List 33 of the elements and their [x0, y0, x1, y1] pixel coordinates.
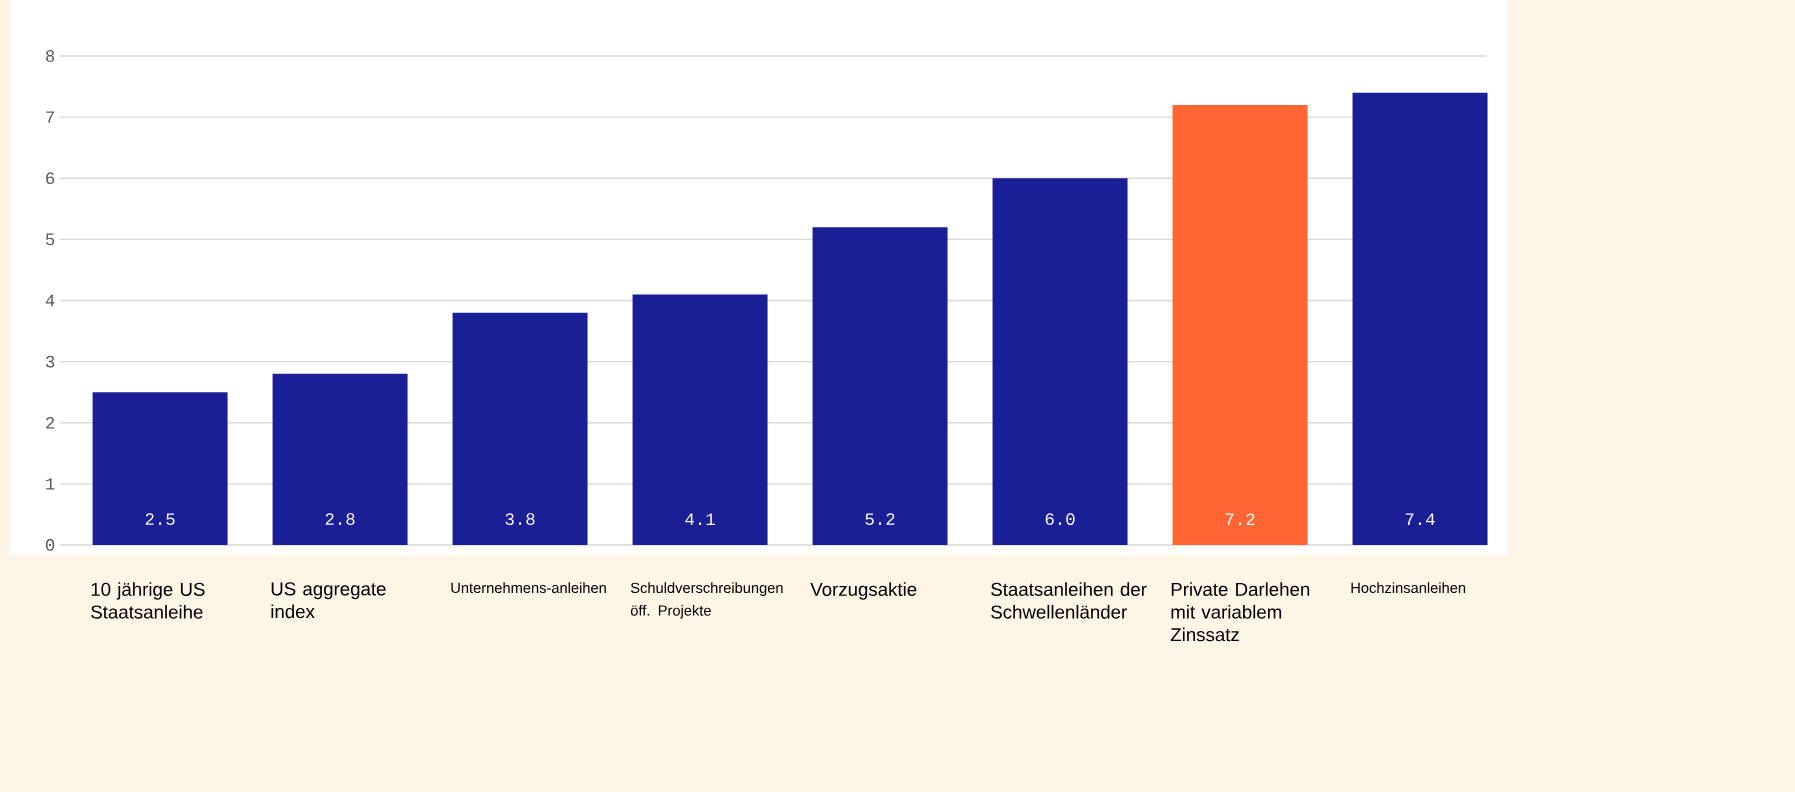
x-tick-label: 10 jährige US Staatsanleihe	[91, 582, 205, 619]
data-label: 2.8	[325, 513, 355, 525]
y-tick-label: 6	[46, 172, 55, 185]
data-label: 5.2	[865, 513, 895, 525]
x-tick-label: Staatsanleihen der Schwellenländer	[991, 582, 1147, 619]
bar	[992, 178, 1128, 545]
x-tick-label: Unternehmens-anleihen	[451, 582, 606, 594]
bar	[812, 227, 948, 545]
y-tick-label: 7	[46, 111, 54, 123]
data-label: 7.2	[1225, 513, 1255, 525]
y-tick-label: 8	[46, 50, 55, 62]
x-tick-label: Schuldverschreibungen öff. Projekte	[630, 582, 783, 619]
bar	[1352, 92, 1488, 545]
x-tick-label: Vorzugsaktie	[810, 582, 917, 600]
y-tick-label: 3	[45, 355, 55, 368]
x-tick-label: US aggregate index	[271, 582, 386, 619]
x-tick-label: Private Darlehen mit variablem Zinssatz	[1170, 582, 1310, 642]
data-label: 6.0	[1045, 513, 1075, 525]
data-label: 7.4	[1405, 513, 1435, 525]
bar	[272, 373, 408, 545]
bar	[632, 294, 768, 545]
data-label: 2.5	[145, 513, 175, 525]
y-tick-label: 4	[45, 294, 55, 307]
y-tick-label: 1	[46, 478, 55, 490]
bar	[452, 312, 588, 545]
bar	[1172, 104, 1308, 545]
bar	[92, 392, 228, 545]
data-label: 4.1	[685, 513, 715, 525]
y-tick-label: 2	[46, 416, 55, 429]
y-tick-label: 5	[45, 233, 55, 246]
x-tick-label: Hochzinsanleihen	[1351, 582, 1466, 594]
y-tick-label: 0	[45, 539, 55, 551]
data-label: 3.8	[505, 513, 535, 525]
